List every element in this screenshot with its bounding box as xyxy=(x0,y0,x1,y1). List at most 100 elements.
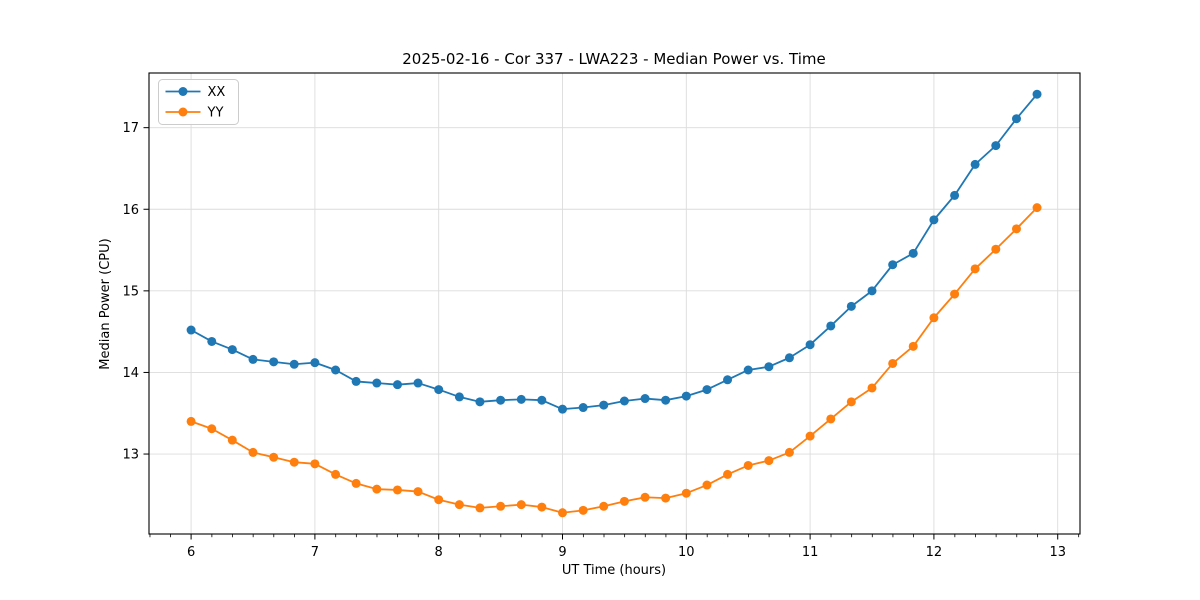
legend-box xyxy=(158,79,239,125)
data-point-XX xyxy=(496,395,506,405)
data-point-XX xyxy=(392,380,402,390)
data-point-YY xyxy=(723,469,733,479)
x-tick-label: 11 xyxy=(802,545,819,560)
gridlines xyxy=(149,73,1080,534)
data-point-XX xyxy=(475,397,485,407)
data-point-YY xyxy=(599,501,609,511)
data-point-YY xyxy=(331,469,341,479)
data-point-YY xyxy=(289,457,299,467)
data-point-YY xyxy=(702,480,712,490)
chart-title: 2025-02-16 - Cor 337 - LWA223 - Median P… xyxy=(402,50,826,68)
data-point-YY xyxy=(578,505,588,515)
y-tick-label: 13 xyxy=(122,448,139,463)
axis-ticks xyxy=(143,127,1080,540)
x-tick-label: 10 xyxy=(678,545,695,560)
data-point-YY xyxy=(434,495,444,505)
data-point-YY xyxy=(186,416,196,426)
data-point-YY xyxy=(392,485,402,495)
axes-spines xyxy=(148,72,1081,535)
data-point-YY xyxy=(619,496,629,506)
data-point-YY xyxy=(1032,203,1042,213)
data-point-YY xyxy=(908,341,918,351)
data-point-XX xyxy=(599,400,609,410)
data-point-YY xyxy=(558,508,568,518)
data-point-XX xyxy=(846,301,856,311)
data-point-XX xyxy=(1011,114,1021,124)
data-point-YY xyxy=(970,264,980,274)
data-point-XX xyxy=(723,375,733,385)
data-point-XX xyxy=(681,391,691,401)
data-point-YY xyxy=(413,487,423,497)
data-point-YY xyxy=(310,459,320,469)
data-point-YY xyxy=(991,244,1001,254)
data-point-XX xyxy=(578,403,588,413)
data-point-YY xyxy=(888,358,898,368)
data-point-YY xyxy=(351,478,361,488)
data-point-XX xyxy=(434,385,444,395)
y-tick-label: 15 xyxy=(122,284,139,299)
data-point-YY xyxy=(516,500,526,510)
data-point-XX xyxy=(207,336,217,346)
data-point-XX xyxy=(970,159,980,169)
data-point-XX xyxy=(227,345,237,355)
data-point-XX xyxy=(516,394,526,404)
data-point-YY xyxy=(661,493,671,503)
data-point-XX xyxy=(186,325,196,335)
y-axis-label: Median Power (CPU) xyxy=(98,238,113,369)
data-point-YY xyxy=(269,452,279,462)
data-point-YY xyxy=(475,503,485,513)
x-tick-label: 9 xyxy=(558,545,566,560)
data-point-XX xyxy=(289,359,299,369)
data-point-YY xyxy=(207,424,217,434)
data-point-XX xyxy=(619,396,629,406)
axis-tick-labels: 6 7 8 9 10 11 12 13 13 14 15 16 17 xyxy=(122,121,1066,560)
data-point-YY xyxy=(640,492,650,502)
data-point-XX xyxy=(702,385,712,395)
x-tick-label: 12 xyxy=(926,545,943,560)
data-point-XX xyxy=(991,141,1001,151)
data-point-XX xyxy=(1032,89,1042,99)
data-point-XX xyxy=(351,376,361,386)
data-point-YY xyxy=(496,501,506,511)
data-point-YY xyxy=(454,500,464,510)
data-point-YY xyxy=(681,488,691,498)
legend-label-XX: XX xyxy=(208,85,226,100)
x-tick-label: 13 xyxy=(1049,545,1066,560)
y-tick-label: 16 xyxy=(122,203,139,218)
data-point-XX xyxy=(413,378,423,388)
data-point-XX xyxy=(929,215,939,225)
data-point-XX xyxy=(454,392,464,402)
data-point-YY xyxy=(743,460,753,470)
data-point-XX xyxy=(248,354,258,364)
data-point-XX xyxy=(908,248,918,258)
data-point-YY xyxy=(867,383,877,393)
data-point-YY xyxy=(764,456,774,466)
data-point-XX xyxy=(372,378,382,388)
data-point-XX xyxy=(826,321,836,331)
data-point-XX xyxy=(950,190,960,200)
y-tick-label: 17 xyxy=(122,121,139,136)
data-point-YY xyxy=(805,431,815,441)
data-point-XX xyxy=(764,362,774,372)
data-point-XX xyxy=(867,286,877,296)
data-series xyxy=(186,89,1042,518)
data-point-YY xyxy=(784,447,794,457)
data-point-XX xyxy=(537,395,547,405)
data-point-XX xyxy=(805,340,815,350)
legend-label-YY: YY xyxy=(207,106,224,121)
x-tick-label: 6 xyxy=(187,545,195,560)
data-point-YY xyxy=(537,502,547,512)
data-point-XX xyxy=(661,395,671,405)
x-tick-label: 7 xyxy=(311,545,319,560)
data-point-XX xyxy=(558,404,568,414)
plot-border xyxy=(148,72,1081,535)
data-point-XX xyxy=(784,353,794,363)
x-tick-label: 8 xyxy=(435,545,443,560)
data-point-YY xyxy=(826,414,836,424)
x-axis-label: UT Time (hours) xyxy=(562,563,666,578)
data-point-YY xyxy=(227,435,237,445)
data-point-XX xyxy=(310,358,320,368)
data-point-XX xyxy=(269,357,279,367)
